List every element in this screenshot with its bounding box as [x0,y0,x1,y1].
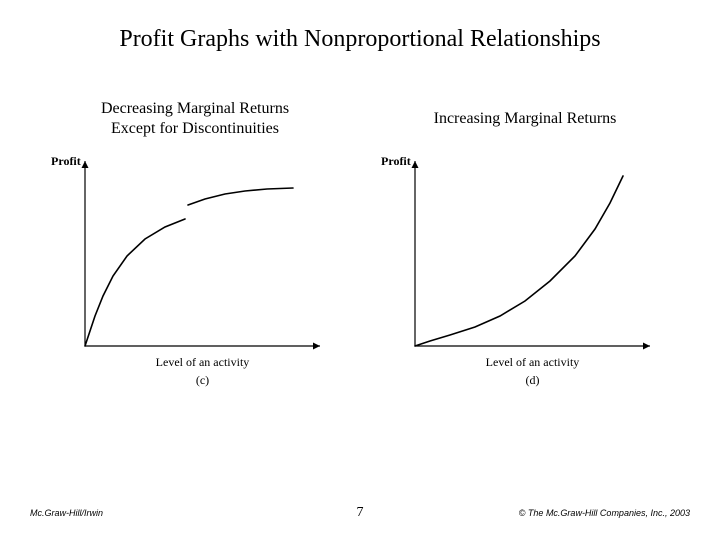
svg-text:(c): (c) [196,373,209,387]
svg-text:Profit: Profit [51,154,81,168]
charts-row: Decreasing Marginal Returns Except for D… [0,97,720,401]
right-chart-subtitle: Increasing Marginal Returns [434,97,617,141]
svg-text:Profit: Profit [381,154,411,168]
footer-left: Mc.Graw-Hill/Irwin [30,508,103,518]
right-subtitle: Increasing Marginal Returns [434,109,617,129]
svg-text:Level of an activity: Level of an activity [486,355,580,369]
right-chart-svg: Profit Level of an activity (d) [375,151,675,401]
footer-right: © The Mc.Graw-Hill Companies, Inc., 2003 [519,508,690,518]
slide-title: Profit Graphs with Nonproportional Relat… [0,0,720,53]
left-chart-svg: Profit Level of an activity (c) [45,151,345,401]
right-chart-column: Increasing Marginal Returns Profit Level … [370,97,680,401]
footer: Mc.Graw-Hill/Irwin 7 © The Mc.Graw-Hill … [0,508,720,518]
left-subtitle-line1: Decreasing Marginal Returns [101,100,289,117]
left-subtitle-line2: Except for Discontinuities [111,120,279,137]
left-chart-subtitle: Decreasing Marginal Returns Except for D… [101,97,289,141]
svg-text:(d): (d) [526,373,540,387]
page-number: 7 [357,505,364,521]
left-chart-column: Decreasing Marginal Returns Except for D… [40,97,350,401]
svg-text:Level of an activity: Level of an activity [156,355,250,369]
